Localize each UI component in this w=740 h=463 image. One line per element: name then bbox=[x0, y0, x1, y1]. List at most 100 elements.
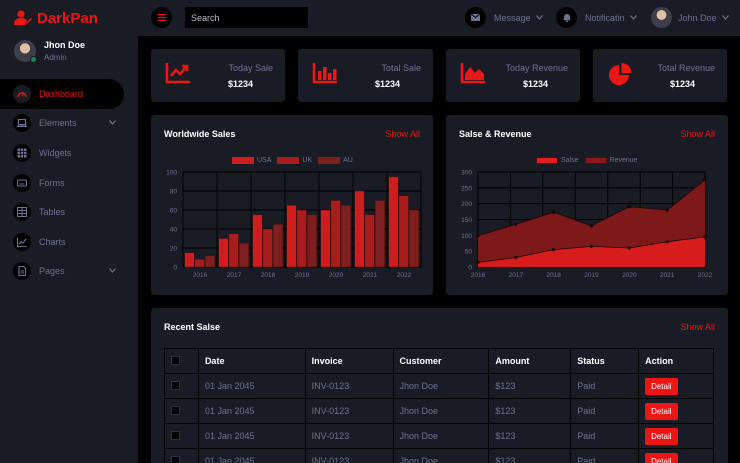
bell-icon bbox=[556, 7, 577, 28]
detail-button[interactable]: Detail bbox=[645, 377, 678, 395]
legend-item[interactable]: AU bbox=[318, 157, 353, 164]
cell-amount: $123 bbox=[488, 423, 572, 449]
bar bbox=[228, 233, 239, 268]
data-point bbox=[514, 222, 518, 226]
bar bbox=[296, 209, 307, 268]
y-tick-label: 80 bbox=[170, 189, 178, 196]
stat-card-total-revenue: Total Revenue $1234 bbox=[593, 49, 727, 102]
sidebar-item-charts[interactable]: Charts bbox=[0, 227, 138, 257]
legend-item[interactable]: USA bbox=[232, 157, 271, 164]
worldwide-sales-bar-chart: 0 20 40 60 80 100 2016 2017 2018 2019 2020 2021 2022 bbox=[166, 170, 422, 279]
sidebar-nav: Dashboard Elements Widgets Forms Tabl bbox=[0, 79, 138, 286]
chevron-down-icon bbox=[535, 15, 543, 20]
chevron-down-icon bbox=[721, 15, 729, 20]
sidebar-item-tables[interactable]: Tables bbox=[0, 197, 138, 227]
data-point bbox=[476, 260, 480, 264]
row-checkbox[interactable] bbox=[164, 423, 199, 449]
bar bbox=[354, 190, 365, 268]
data-point bbox=[627, 246, 631, 250]
legend-item[interactable]: Salse bbox=[536, 157, 579, 164]
search-input[interactable] bbox=[185, 7, 308, 28]
column-header: Date bbox=[197, 348, 306, 374]
sidebar-item-label: Pages bbox=[39, 266, 65, 277]
detail-button[interactable]: Detail bbox=[645, 402, 678, 420]
sidebar-item-elements[interactable]: Elements bbox=[0, 109, 138, 139]
topbar: Message Notificatin John Doe bbox=[138, 0, 740, 36]
y-tick-label: 150 bbox=[461, 217, 472, 224]
sidebar-toggle-button[interactable] bbox=[151, 7, 172, 28]
x-tick-label: 2018 bbox=[546, 272, 561, 279]
cell-amount: $123 bbox=[488, 398, 572, 424]
sidebar-item-label: Elements bbox=[39, 118, 77, 129]
cell-status: Paid bbox=[570, 398, 640, 424]
chevron-down-icon bbox=[109, 119, 116, 125]
table-row: 01 Jan 2045 INV-0123 Jhon Doe $123 Paid … bbox=[164, 423, 714, 449]
brand-logo[interactable]: DarkPan bbox=[14, 8, 98, 28]
user-name: John Doe bbox=[678, 12, 717, 23]
notification-dropdown[interactable]: Notificatin bbox=[556, 7, 637, 28]
worldwide-sales-card: Worldwide Sales Show All USA UK AU 0 20 40… bbox=[151, 115, 433, 295]
legend-item[interactable]: UK bbox=[277, 157, 312, 164]
stat-label: Today Revenue bbox=[505, 63, 568, 73]
data-point bbox=[665, 208, 669, 212]
x-tick-label: 2022 bbox=[698, 272, 713, 279]
y-tick-label: 300 bbox=[461, 170, 472, 177]
sidebar-item-forms[interactable]: Forms bbox=[0, 168, 138, 198]
column-header: Invoice bbox=[304, 348, 394, 374]
user-dropdown[interactable]: John Doe bbox=[651, 7, 729, 28]
y-tick-label: 0 bbox=[173, 265, 177, 272]
cell-customer: Jhon Doe bbox=[392, 373, 490, 399]
pie-chart-icon bbox=[609, 63, 632, 85]
sidebar-item-label: Tables bbox=[39, 207, 66, 218]
detail-button[interactable]: Detail bbox=[645, 427, 678, 445]
sidebar-item-label: Widgets bbox=[39, 147, 72, 158]
sidebar-profile: Jhon Doe Admin bbox=[14, 40, 85, 63]
select-all-checkbox[interactable] bbox=[164, 348, 199, 374]
recent-sales-card: Recent Salse Show All Date Invoice Custo… bbox=[151, 308, 728, 463]
row-checkbox[interactable] bbox=[164, 448, 199, 463]
column-header: Amount bbox=[488, 348, 572, 374]
stat-value: $1234 bbox=[523, 79, 549, 89]
cell-status: Paid bbox=[570, 373, 640, 399]
table-row: 01 Jan 2045 INV-0123 Jhon Doe $123 Paid … bbox=[164, 448, 714, 463]
row-checkbox[interactable] bbox=[164, 373, 199, 399]
stat-value: $1234 bbox=[670, 79, 696, 89]
cell-amount: $123 bbox=[488, 373, 572, 399]
column-header: Action bbox=[638, 348, 714, 374]
show-all-link[interactable]: Show All bbox=[680, 129, 715, 139]
y-tick-label: 100 bbox=[461, 233, 472, 240]
x-tick-label: 2016 bbox=[193, 272, 208, 279]
x-tick-label: 2019 bbox=[584, 272, 599, 279]
cell-customer: Jhon Doe bbox=[392, 448, 490, 463]
sidebar-item-dashboard[interactable]: Dashboard bbox=[0, 79, 124, 109]
detail-button[interactable]: Detail bbox=[645, 452, 678, 463]
sidebar-item-widgets[interactable]: Widgets bbox=[0, 138, 138, 168]
table-row: 01 Jan 2045 INV-0123 Jhon Doe $123 Paid … bbox=[164, 398, 714, 424]
row-checkbox[interactable] bbox=[164, 398, 199, 424]
cell-status: Paid bbox=[570, 448, 640, 463]
stat-card-today-revenue: Today Revenue $1234 bbox=[446, 49, 580, 102]
table-icon bbox=[13, 203, 31, 222]
user-edit-icon bbox=[14, 10, 32, 25]
x-tick-label: 2020 bbox=[622, 272, 637, 279]
data-point bbox=[703, 178, 707, 182]
avatar bbox=[14, 40, 37, 63]
bar bbox=[330, 200, 341, 268]
line-chart-icon bbox=[165, 63, 190, 84]
message-dropdown[interactable]: Message bbox=[465, 7, 543, 28]
y-tick-label: 50 bbox=[465, 249, 473, 256]
show-all-link[interactable]: Show All bbox=[385, 129, 420, 139]
x-tick-label: 2017 bbox=[509, 272, 524, 279]
sidebar-item-pages[interactable]: Pages bbox=[0, 257, 138, 287]
show-all-link[interactable]: Show All bbox=[680, 322, 715, 332]
x-tick-label: 2021 bbox=[660, 272, 675, 279]
sidebar-item-label: Dashboard bbox=[39, 88, 84, 99]
stat-value: $1234 bbox=[375, 79, 401, 89]
cell-customer: Jhon Doe bbox=[392, 398, 490, 424]
cell-date: 01 Jan 2045 bbox=[197, 423, 306, 449]
data-point bbox=[514, 255, 518, 260]
stat-value: $1234 bbox=[228, 79, 254, 89]
chevron-down-icon bbox=[629, 15, 637, 20]
cell-amount: $123 bbox=[488, 448, 572, 463]
legend-item[interactable]: Revenue bbox=[584, 157, 638, 164]
